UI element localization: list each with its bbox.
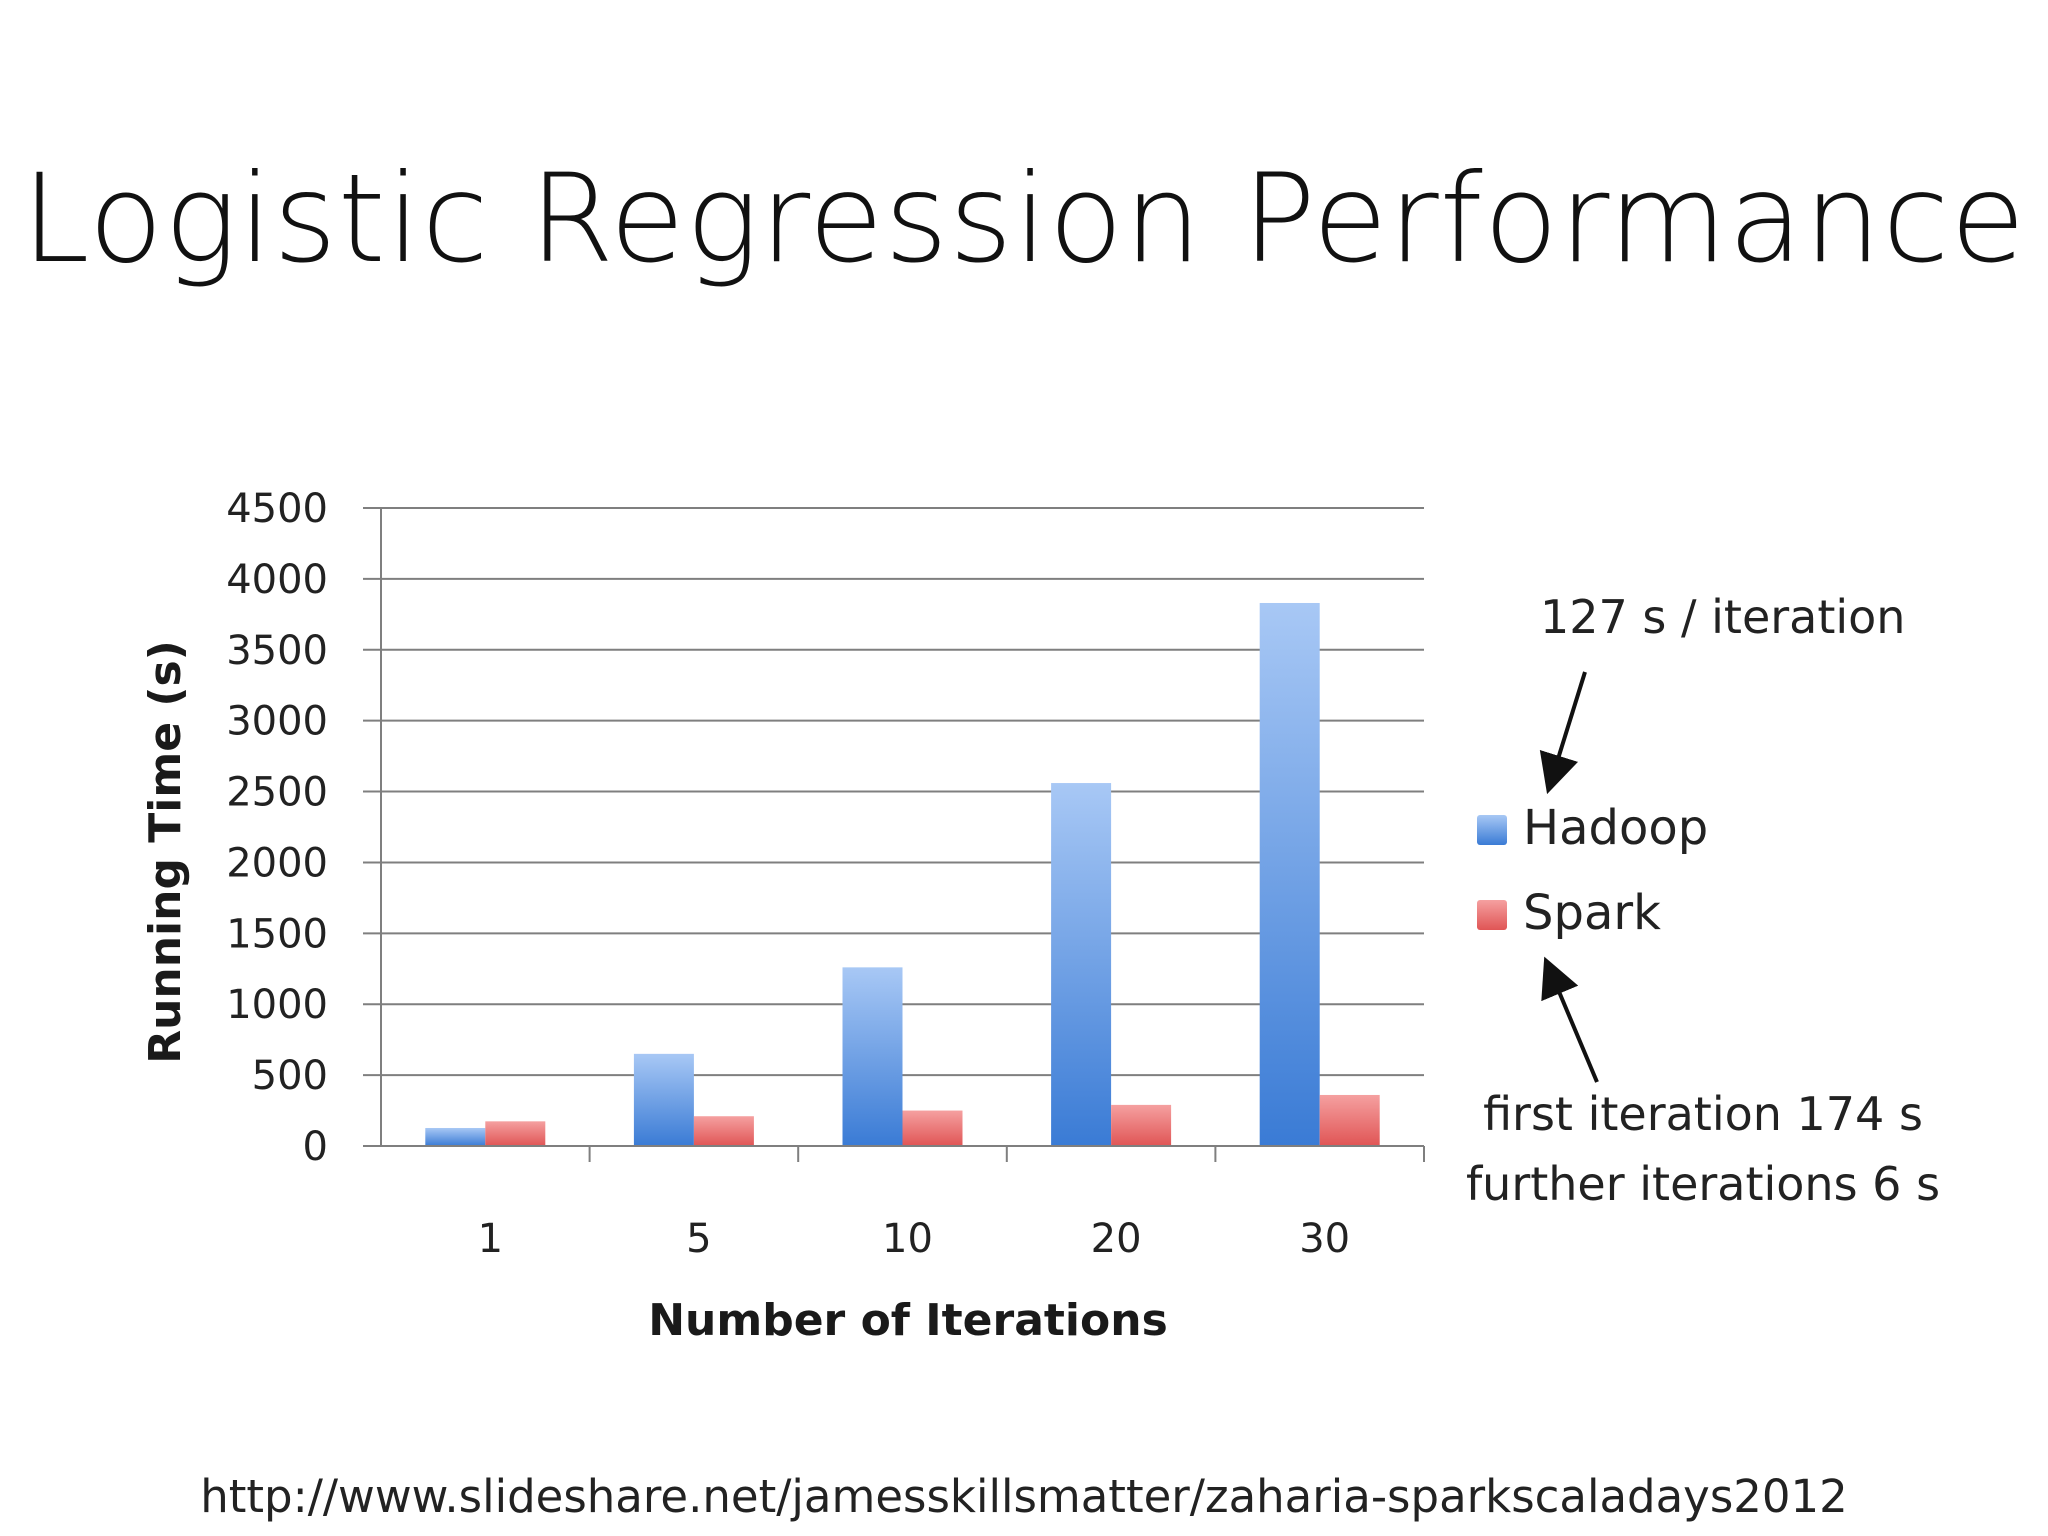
bar-spark [1111,1104,1172,1146]
x-tick-label: 20 [1091,1216,1142,1262]
x-axis-ticks: 1 5 10 20 30 [478,1146,1425,1262]
y-tick-label: 0 [303,1124,328,1170]
y-tick-label: 1000 [226,982,328,1028]
bar-hadoop [1051,783,1112,1146]
hadoop-annotation-arrow [1539,671,1587,795]
bar-hadoop [425,1127,486,1146]
slide-title: Logistic Regression Performance [21,148,2027,290]
x-tick-label: 5 [686,1216,711,1262]
x-tick-label: 10 [882,1216,933,1262]
bar-hadoop [633,1053,694,1146]
x-tick-label: 30 [1299,1216,1350,1262]
bars [425,602,1380,1146]
x-tick-label: 1 [478,1216,503,1262]
legend: Hadoop Spark [1477,800,1708,941]
legend-swatch-hadoop [1477,815,1507,845]
bar-spark [1319,1094,1380,1146]
source-url[interactable]: http://www.slideshare.net/jamesskillsmat… [200,1470,1848,1523]
y-tick-label: 3000 [226,699,328,745]
y-tick-label: 1500 [226,911,328,957]
spark-annotation-line2: further iterations 6 s [1466,1157,1940,1211]
bar-spark [902,1110,963,1146]
x-axis [363,508,1424,1147]
y-tick-label: 2000 [226,840,328,886]
bar-spark [693,1116,754,1146]
bar-hadoop [842,967,903,1146]
bar-spark [485,1121,546,1146]
hadoop-annotation: 127 s / iteration [1540,590,1905,644]
y-axis-title: Running Time (s) [140,640,191,1064]
y-tick-label: 3500 [226,628,328,674]
spark-annotation-line1: first iteration 174 s [1483,1087,1923,1141]
y-tick-label: 500 [252,1053,328,1099]
y-tick-label: 4000 [226,557,328,603]
y-axis-ticks: 0 500 1000 1500 2000 2500 3000 3500 4000 4500 [226,486,328,1170]
legend-label-hadoop: Hadoop [1523,800,1708,856]
y-tick-label: 2500 [226,770,328,816]
legend-swatch-spark [1477,900,1507,930]
bar-hadoop [1259,602,1320,1146]
y-tick-label: 4500 [226,486,328,532]
legend-label-spark: Spark [1523,885,1661,941]
annotations: 127 s / iteration first iteration 174 s … [1466,590,1940,1211]
spark-annotation-arrow [1541,956,1599,1083]
x-axis-title: Number of Iterations [648,1295,1168,1346]
